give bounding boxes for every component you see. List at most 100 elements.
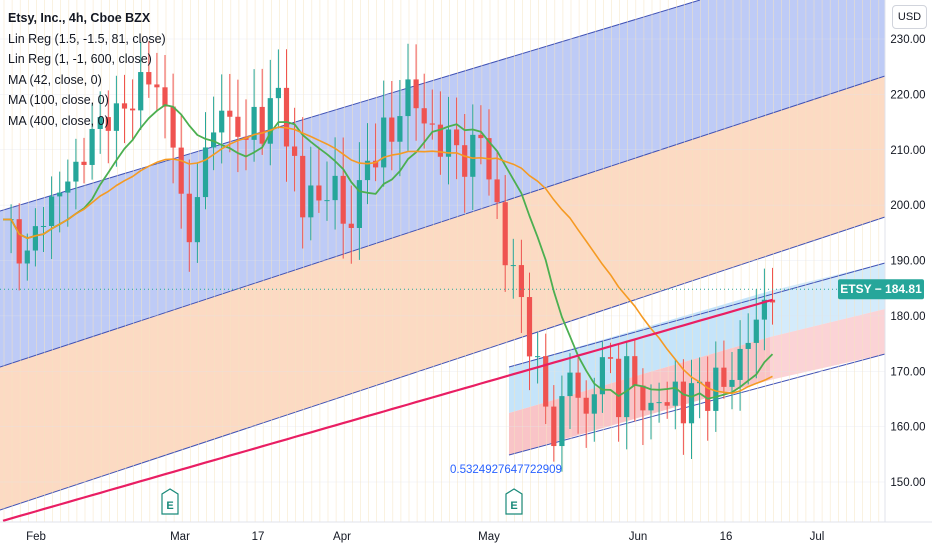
currency-button[interactable]: USD	[892, 5, 927, 29]
linreg600-upper-band	[0, 0, 885, 367]
vertical-grid	[3, 0, 880, 522]
moving-averages	[2, 104, 774, 522]
time-tick-label: 17	[252, 531, 265, 543]
legend-ma-42[interactable]: MA (42, close, 0)	[8, 72, 102, 87]
candle-body	[316, 185, 322, 201]
price-tick-label: 200.00	[890, 200, 925, 212]
candle-body	[729, 379, 735, 387]
candle-body	[259, 106, 265, 144]
candle-body	[494, 179, 500, 203]
candle-body	[89, 128, 95, 165]
candle-body	[373, 160, 379, 168]
candle-body	[154, 84, 160, 88]
candle-body	[526, 297, 533, 357]
candle-body	[462, 145, 468, 177]
earnings-marker: E	[505, 488, 523, 515]
legend-linreg-81[interactable]: Lin Reg (1.5, -1.5, 81, close)	[8, 31, 166, 46]
candle-body	[49, 196, 55, 226]
candle-body	[283, 87, 290, 147]
candle-body	[705, 381, 711, 411]
candle-body	[478, 134, 484, 139]
last-price-tag-bg	[838, 279, 924, 300]
candle-body	[251, 106, 257, 140]
candle-body	[381, 117, 387, 168]
candle-body	[551, 406, 557, 447]
price-tick-label: 220.00	[890, 89, 925, 101]
time-tick-label: Jun	[629, 531, 648, 543]
linreg81-lower-extension	[770, 309, 885, 380]
candle-body	[632, 356, 638, 386]
candle-body	[113, 103, 119, 131]
price-tick-label: 180.00	[890, 311, 925, 323]
candle-body	[32, 226, 38, 251]
ma-100-line	[2, 126, 773, 395]
price-tick-label: 230.00	[890, 34, 925, 46]
candle-body	[219, 110, 225, 133]
candle-body	[162, 87, 168, 107]
candle-body	[567, 372, 573, 397]
symbol-title[interactable]: Etsy, Inc., 4h, Cboe BZX	[8, 11, 151, 25]
candle-body	[688, 383, 695, 424]
candle-body	[397, 116, 403, 142]
overlays: E E 0.5324927647722909	[0, 288, 885, 515]
time-tick-label: 16	[720, 531, 733, 543]
price-tick-label: 210.00	[890, 145, 925, 157]
price-tick-label: 190.00	[890, 256, 925, 268]
candle-body	[640, 385, 646, 411]
earnings-marker-shape	[161, 488, 179, 515]
candle-body	[429, 123, 435, 125]
candle-body	[170, 106, 176, 148]
candle-body	[421, 108, 427, 124]
candle-body	[559, 396, 565, 447]
candle-body	[769, 299, 776, 303]
candle-body	[227, 110, 233, 117]
candle-body	[348, 223, 354, 228]
candle-body	[57, 192, 63, 197]
candle-body	[445, 129, 452, 157]
candle-body	[97, 117, 103, 129]
time-axis	[0, 522, 932, 550]
linreg600-lower-band	[0, 76, 885, 510]
candle-body	[616, 358, 622, 418]
linreg81-lower-band	[509, 337, 770, 455]
candle-body	[624, 356, 630, 418]
candle-body	[186, 193, 192, 243]
time-tick-label: May	[478, 531, 500, 543]
candle-body	[680, 381, 686, 424]
candle-body	[672, 381, 678, 406]
candle-body	[543, 356, 549, 407]
last-price-tag: ETSY − 184.81	[838, 279, 924, 300]
candle-body	[105, 117, 111, 131]
price-tick-label: 160.00	[890, 422, 925, 434]
price-axis	[885, 0, 932, 550]
candle-body	[308, 185, 314, 218]
last-price-tag-label: ETSY − 184.81	[840, 282, 922, 296]
candle-body	[292, 146, 298, 156]
candle-body	[356, 180, 362, 228]
candle-body	[267, 98, 273, 144]
candle-body	[510, 265, 516, 267]
candle-body	[65, 181, 71, 193]
candle-body	[753, 319, 759, 343]
linreg600-top-line	[0, 0, 701, 212]
candle-body	[138, 72, 144, 111]
candle-body	[235, 116, 241, 137]
candle-body	[502, 202, 508, 266]
regression-bands	[0, 0, 886, 511]
time-tick-label: Apr	[333, 531, 351, 543]
legend-ma-400[interactable]: MA (400, close, 0)	[8, 113, 109, 128]
candle-body	[664, 402, 670, 406]
candle-body	[413, 79, 419, 109]
candle-body	[535, 356, 541, 358]
earnings-marker-label: E	[510, 500, 517, 512]
legend-ma-100[interactable]: MA (100, close, 0)	[8, 93, 109, 108]
price-tick-label: 170.00	[890, 366, 925, 378]
linreg600-mid-line	[0, 75, 886, 368]
time-tick-label: Feb	[26, 531, 46, 543]
candle-body	[437, 124, 443, 157]
time-tick-label: Jul	[810, 531, 825, 543]
candle-body	[16, 219, 22, 264]
candle-body	[761, 299, 767, 320]
legend-linreg-600[interactable]: Lin Reg (1, -1, 600, close)	[8, 52, 152, 67]
